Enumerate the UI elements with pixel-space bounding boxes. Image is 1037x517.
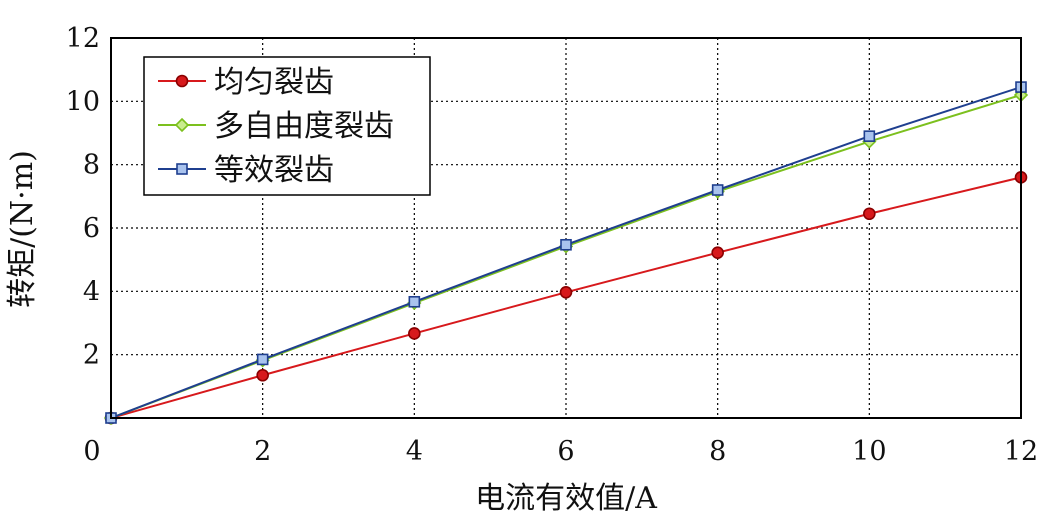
x-tick-label: 4	[406, 436, 423, 467]
data-point	[560, 238, 572, 251]
x-tick-label: 0	[83, 436, 100, 467]
data-point	[256, 353, 269, 366]
data-point	[256, 368, 269, 382]
data-point	[863, 130, 876, 142]
x-tick-label: 12	[1004, 436, 1037, 467]
legend-item: 等效裂齿	[158, 153, 334, 188]
data-point	[408, 327, 421, 340]
plot-frame	[110, 37, 1022, 419]
data-point	[711, 246, 724, 259]
y-tick-label: 10	[66, 86, 100, 117]
y-tick-label: 12	[66, 23, 100, 54]
data-point	[863, 207, 876, 221]
legend-label: 多自由度裂齿	[214, 109, 394, 144]
legend-marker	[176, 163, 188, 175]
x-tick-labels: 0 2 4 6 8 10 12	[83, 436, 1037, 467]
y-tick-label: 8	[83, 150, 100, 181]
y-tick-label: 6	[83, 213, 100, 244]
x-axis-label: 电流有效值/A	[475, 481, 657, 516]
legend-label: 均匀裂齿	[214, 65, 334, 100]
y-tick-label: 4	[83, 276, 100, 307]
y-tick-label: 2	[83, 340, 100, 371]
series-0	[104, 171, 1028, 425]
y-tick-labels: 2 4 6 8 10 12	[66, 23, 100, 371]
legend-item: 均匀裂齿	[158, 65, 334, 100]
x-tick-label: 8	[709, 436, 726, 467]
legend-item: 多自由度裂齿	[158, 109, 394, 144]
x-tick-label: 10	[852, 436, 886, 467]
legend-marker	[175, 74, 189, 88]
data-point	[559, 285, 573, 299]
series-layer	[103, 81, 1029, 426]
data-point	[711, 184, 724, 196]
legend-label: 等效裂齿	[214, 153, 334, 188]
y-axis-label: 转矩/(N·m)	[5, 150, 40, 308]
x-tick-label: 2	[254, 436, 271, 467]
legend-marker	[174, 117, 190, 133]
x-tick-label: 6	[557, 436, 574, 467]
data-point	[408, 295, 421, 308]
